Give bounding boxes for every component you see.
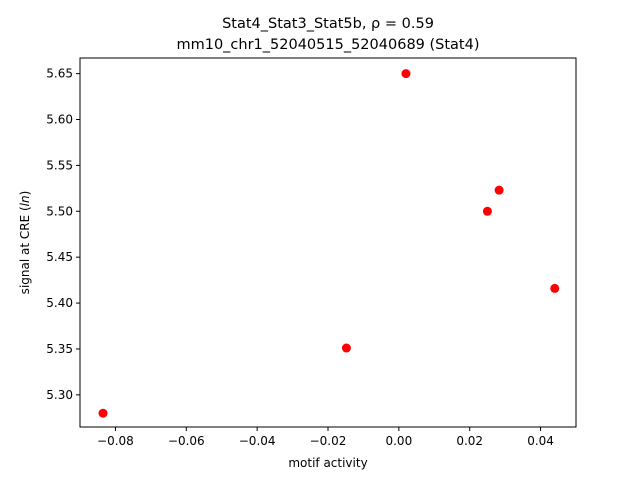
- y-tick-label: 5.35: [46, 342, 73, 356]
- data-point: [401, 69, 411, 79]
- y-tick-label: 5.30: [46, 388, 73, 402]
- x-tick-label: −0.06: [168, 434, 205, 448]
- y-tick-label: 5.55: [46, 158, 73, 172]
- x-tick-label: 0.04: [527, 434, 554, 448]
- x-tick-label: −0.08: [97, 434, 134, 448]
- chart-title-line1: Stat4_Stat3_Stat5b, ρ = 0.59: [222, 16, 434, 32]
- data-point: [482, 206, 492, 216]
- data-point: [341, 343, 351, 353]
- y-tick-label: 5.40: [46, 296, 73, 310]
- data-point: [550, 283, 560, 293]
- data-point: [494, 185, 504, 195]
- x-tick-label: −0.04: [239, 434, 276, 448]
- y-tick-label: 5.45: [46, 250, 73, 264]
- x-axis: −0.08 −0.06 −0.04 −0.02 0.00 0.02 0.04: [97, 427, 554, 448]
- y-axis: 5.30 5.35 5.40 5.45 5.50 5.55 5.60 5.65: [46, 67, 80, 402]
- plot-area: [98, 69, 560, 418]
- x-tick-label: 0.02: [456, 434, 483, 448]
- data-point: [98, 408, 108, 418]
- y-axis-label: signal at CRE (ln): [18, 191, 32, 295]
- x-tick-label: −0.02: [310, 434, 347, 448]
- chart-title-line2: mm10_chr1_52040515_52040689 (Stat4): [176, 37, 479, 53]
- x-axis-label: motif activity: [288, 456, 367, 470]
- y-tick-label: 5.60: [46, 113, 73, 127]
- y-tick-label: 5.65: [46, 67, 73, 81]
- x-tick-label: 0.00: [385, 434, 412, 448]
- y-tick-label: 5.50: [46, 204, 73, 218]
